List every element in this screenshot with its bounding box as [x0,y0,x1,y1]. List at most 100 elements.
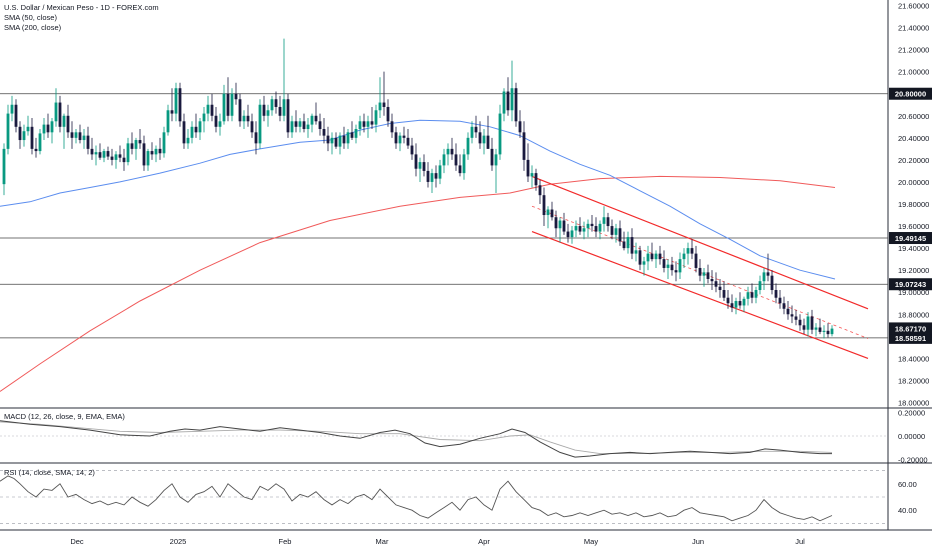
candle-body[interactable] [158,148,162,154]
candle-body[interactable] [510,88,514,111]
candle-body[interactable] [518,121,522,133]
candle-body[interactable] [726,297,730,304]
candle-body[interactable] [114,154,118,160]
candle-body[interactable] [358,121,362,130]
candle-body[interactable] [378,102,382,111]
candle-body[interactable] [466,137,470,155]
candle-body[interactable] [594,226,598,232]
candle-body[interactable] [434,173,438,179]
candle-body[interactable] [634,250,638,254]
candle-body[interactable] [782,303,786,309]
candle-body[interactable] [246,115,250,122]
candle-body[interactable] [714,281,718,287]
candle-body[interactable] [794,316,798,320]
candle-body[interactable] [22,131,26,141]
candle-body[interactable] [126,143,130,163]
candle-body[interactable] [578,226,582,232]
candle-body[interactable] [546,209,550,216]
candle-body[interactable] [258,104,262,144]
candle-body[interactable] [622,241,626,249]
candle-body[interactable] [226,93,230,116]
candle-body[interactable] [182,121,186,144]
candle-body[interactable] [42,124,46,134]
candle-body[interactable] [50,121,54,133]
candle-body[interactable] [18,126,22,141]
candle-body[interactable] [62,115,66,127]
candle-body[interactable] [262,104,266,116]
candle-body[interactable] [174,88,178,114]
candle-body[interactable] [590,223,594,227]
candle-body[interactable] [490,148,494,166]
candle-body[interactable] [394,132,398,144]
candle-body[interactable] [34,148,38,152]
candle-body[interactable] [746,292,750,299]
candle-body[interactable] [430,173,434,182]
candle-body[interactable] [486,135,490,149]
candle-body[interactable] [266,110,270,116]
candle-body[interactable] [290,121,294,133]
candle-body[interactable] [314,115,318,122]
candle-body[interactable] [730,303,734,308]
candle-body[interactable] [498,113,502,155]
candle-body[interactable] [334,137,338,147]
candle-body[interactable] [798,319,802,326]
candle-body[interactable] [514,88,518,122]
candle-body[interactable] [78,132,82,141]
candle-body[interactable] [366,121,370,127]
candle-body[interactable] [278,106,282,116]
candle-body[interactable] [662,259,666,268]
candle-body[interactable] [718,286,722,291]
candle-body[interactable] [270,99,274,111]
candle-body[interactable] [470,126,474,138]
candle-body[interactable] [14,104,18,127]
candle-body[interactable] [154,148,158,155]
candle-body[interactable] [534,173,538,186]
candle-body[interactable] [10,104,14,114]
candle-body[interactable] [134,140,138,149]
candle-body[interactable] [390,121,394,133]
candle-body[interactable] [354,129,358,138]
candle-body[interactable] [610,226,614,235]
candle-body[interactable] [770,275,774,291]
candle-body[interactable] [286,99,290,133]
candle-body[interactable] [70,132,74,138]
candle-body[interactable] [562,220,566,232]
candle-body[interactable] [406,137,410,146]
candle-body[interactable] [146,151,150,166]
candle-body[interactable] [686,248,690,254]
candle-body[interactable] [418,162,422,169]
candle-body[interactable] [274,99,278,107]
candle-body[interactable] [370,121,374,125]
candle-body[interactable] [282,99,286,116]
candle-body[interactable] [522,132,526,160]
candle-body[interactable] [826,330,830,335]
candle-body[interactable] [586,223,590,229]
candle-body[interactable] [646,253,650,262]
candle-body[interactable] [766,272,770,276]
candle-body[interactable] [242,115,246,122]
candle-body[interactable] [166,110,170,133]
candle-body[interactable] [362,121,366,127]
candle-body[interactable] [694,253,698,268]
candle-body[interactable] [682,253,686,260]
candle-body[interactable] [82,135,86,141]
candle-body[interactable] [402,135,406,138]
candle-body[interactable] [190,126,194,138]
candle-body[interactable] [102,151,106,158]
candle-body[interactable] [218,121,222,127]
candle-body[interactable] [666,264,670,268]
candle-body[interactable] [54,102,58,122]
candle-body[interactable] [678,259,682,273]
candle-body[interactable] [790,314,794,317]
candle-body[interactable] [482,135,486,144]
candle-body[interactable] [702,272,706,276]
candle-body[interactable] [186,137,190,144]
candle-body[interactable] [506,91,510,111]
candle-body[interactable] [374,110,378,125]
candle-body[interactable] [294,121,298,127]
candle-body[interactable] [582,228,586,232]
candle-body[interactable] [38,133,42,152]
candle-body[interactable] [422,162,426,171]
candle-body[interactable] [690,248,694,254]
